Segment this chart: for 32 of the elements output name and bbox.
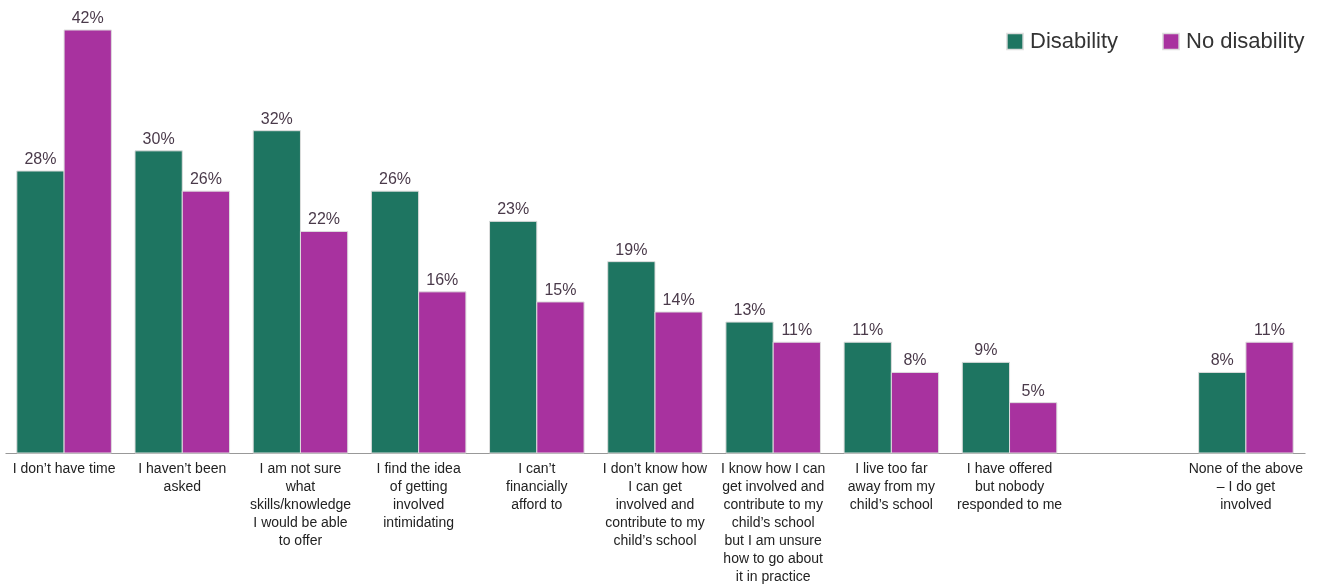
data-label: 32% — [260, 109, 293, 127]
data-label: 11% — [852, 321, 884, 339]
x-tick-label: I know how I can get involved and contribute to my child’s school but I am unsure how to go about it in practice — [721, 459, 826, 584]
data-label: 11% — [1254, 321, 1285, 339]
data-label: 8% — [1210, 351, 1234, 369]
x-tick-label: I am not sure what skills/knowledge I would be able to offer — [249, 459, 352, 548]
data-label: 28% — [24, 150, 57, 167]
x-tick-label: I live too far away from my child’s school — [847, 459, 935, 512]
x-tick-label: I don’t know how I can get involved and contribute to my child’s school — [602, 459, 709, 548]
data-label: 23% — [497, 200, 530, 218]
data-label: 26% — [378, 170, 412, 188]
data-label: 11% — [781, 321, 813, 339]
legend-label: No disability — [1186, 28, 1305, 54]
data-label: 30% — [142, 129, 175, 147]
data-label: 22% — [308, 210, 341, 228]
x-tick-label: I find the idea of getting involved intimidating — [376, 459, 461, 530]
x-tick-label: I don’t have time — [12, 459, 116, 476]
legend-label: Disability — [1030, 28, 1119, 54]
x-tick-label: None of the above – I do get involved — [1188, 459, 1304, 512]
data-label: 9% — [974, 341, 998, 359]
data-label: 8% — [903, 351, 927, 369]
data-label: 5% — [1021, 381, 1045, 399]
data-label: 13% — [733, 301, 766, 319]
x-tick-label: I haven’t been asked — [138, 459, 227, 494]
data-label: 16% — [426, 270, 459, 288]
data-label: 15% — [544, 280, 577, 298]
data-label: 19% — [615, 240, 648, 258]
data-label: 26% — [189, 170, 222, 188]
data-label: 42% — [71, 9, 104, 26]
x-tick-label: I have offered but nobody responded to me — [957, 459, 1063, 512]
x-tick-label: I can’t financially afford to — [506, 459, 568, 512]
data-label: 14% — [662, 291, 695, 308]
